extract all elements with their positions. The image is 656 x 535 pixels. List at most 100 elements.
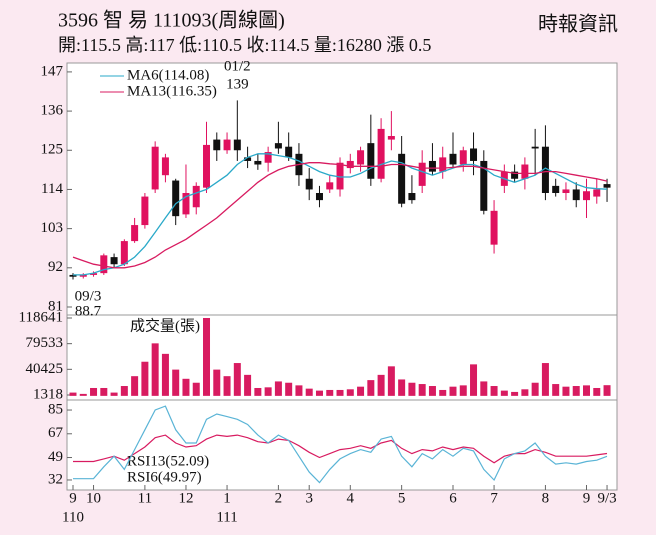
volume-bar	[213, 369, 221, 396]
candle-body	[336, 162, 344, 190]
y-tick-label: 136	[41, 103, 64, 119]
volume-bar	[583, 385, 590, 396]
x-tick-label: 8	[542, 490, 550, 506]
y-tick-label: 1318	[33, 386, 63, 402]
y-tick-label: 118641	[19, 309, 63, 325]
candle-body	[531, 146, 539, 149]
candle-body	[110, 257, 118, 265]
y-tick-label: 114	[41, 181, 63, 197]
candle-body	[367, 143, 375, 179]
volume-bar	[110, 392, 118, 396]
candle-body	[449, 153, 457, 165]
candle-body	[439, 157, 447, 172]
annotation: 09/3	[75, 288, 102, 304]
x-tick-label: 10	[86, 490, 101, 506]
volume-bar	[151, 343, 159, 396]
volume-bar	[531, 382, 539, 396]
ma-line	[73, 153, 608, 276]
volume-bar	[449, 386, 457, 396]
candle-body	[490, 210, 498, 245]
candle-body	[521, 164, 529, 179]
annotation: 88.7	[75, 303, 102, 319]
annotation: 139	[226, 76, 249, 92]
volume-bar	[470, 364, 478, 396]
candle-body	[131, 225, 139, 242]
volume-bar	[572, 386, 580, 396]
volume-bar	[418, 384, 426, 396]
y-tick-label: 103	[41, 220, 64, 236]
y-tick-label: 32	[48, 471, 63, 487]
candle-body	[264, 152, 272, 163]
x-tick-label: 6	[449, 490, 457, 506]
candle-body	[408, 193, 416, 201]
volume-bar	[521, 389, 529, 396]
legend-label: RSI13(52.09)	[127, 453, 209, 469]
candle-body	[346, 160, 354, 169]
x-tick-label: 9	[583, 490, 591, 506]
x-tick-label: 9	[69, 490, 77, 506]
y-tick-label: 92	[48, 259, 63, 275]
year-label: 110	[62, 509, 84, 525]
volume-bar	[203, 317, 211, 396]
candle-body	[305, 178, 313, 190]
y-tick-label: 40425	[26, 361, 64, 377]
volume-bar	[161, 353, 169, 396]
volume-bar	[428, 386, 436, 396]
volume-bar	[377, 374, 385, 396]
candle-body	[100, 255, 108, 274]
rsi-line	[73, 405, 608, 484]
volume-bar	[408, 382, 416, 396]
volume-bar	[541, 363, 549, 396]
candle-body	[151, 146, 159, 190]
volume-bar	[336, 389, 344, 396]
volume-bar	[182, 378, 190, 396]
volume-bar	[233, 363, 241, 396]
y-tick-label: 49	[48, 449, 63, 465]
y-tick-label: 67	[48, 425, 64, 441]
volume-bar	[305, 388, 313, 396]
candle-body	[274, 143, 282, 149]
volume-bar	[315, 390, 323, 396]
candle-body	[511, 171, 519, 179]
x-tick-label: 7	[490, 490, 498, 506]
candle-body	[120, 241, 128, 265]
volume-bar	[244, 374, 252, 396]
candle-body	[254, 160, 262, 165]
candle-body	[470, 148, 478, 161]
volume-bar	[192, 382, 200, 396]
candle-body	[213, 139, 221, 151]
candle-body	[161, 157, 169, 176]
quote: 開:115.5 高:117 低:110.5 收:114.5 量:16280 漲 …	[58, 35, 431, 55]
candle-body	[428, 160, 436, 172]
candle-body	[357, 150, 365, 165]
candle-body	[418, 162, 426, 186]
volume-bar	[439, 389, 447, 396]
y-tick-label: 81	[48, 298, 63, 314]
volume-bar	[295, 385, 303, 396]
legend-label: RSI6(49.97)	[127, 469, 202, 485]
volume-bar	[552, 384, 560, 396]
candle-body	[572, 189, 580, 201]
x-tick-label: 5	[398, 490, 406, 506]
candle-body	[541, 146, 549, 194]
y-tick-label: 125	[41, 142, 64, 158]
candle-body	[233, 139, 241, 151]
candle-body	[593, 189, 601, 197]
candle-body	[398, 153, 406, 204]
candle-body	[377, 128, 385, 179]
volume-bar	[603, 385, 611, 396]
x-tick-label: 2	[275, 490, 283, 506]
volume-bar	[90, 387, 98, 396]
volume-bar	[79, 393, 87, 396]
volume-bar	[69, 392, 77, 396]
volume-bar	[141, 361, 149, 396]
volume-bar	[264, 387, 272, 396]
volume-bar	[326, 389, 334, 396]
y-tick-label: 147	[41, 63, 64, 79]
volume-bar	[511, 391, 519, 396]
candle-body	[326, 182, 334, 190]
legend-label: MA13(116.35)	[127, 83, 217, 99]
candle-body	[244, 157, 252, 161]
volume-bar	[120, 386, 128, 396]
